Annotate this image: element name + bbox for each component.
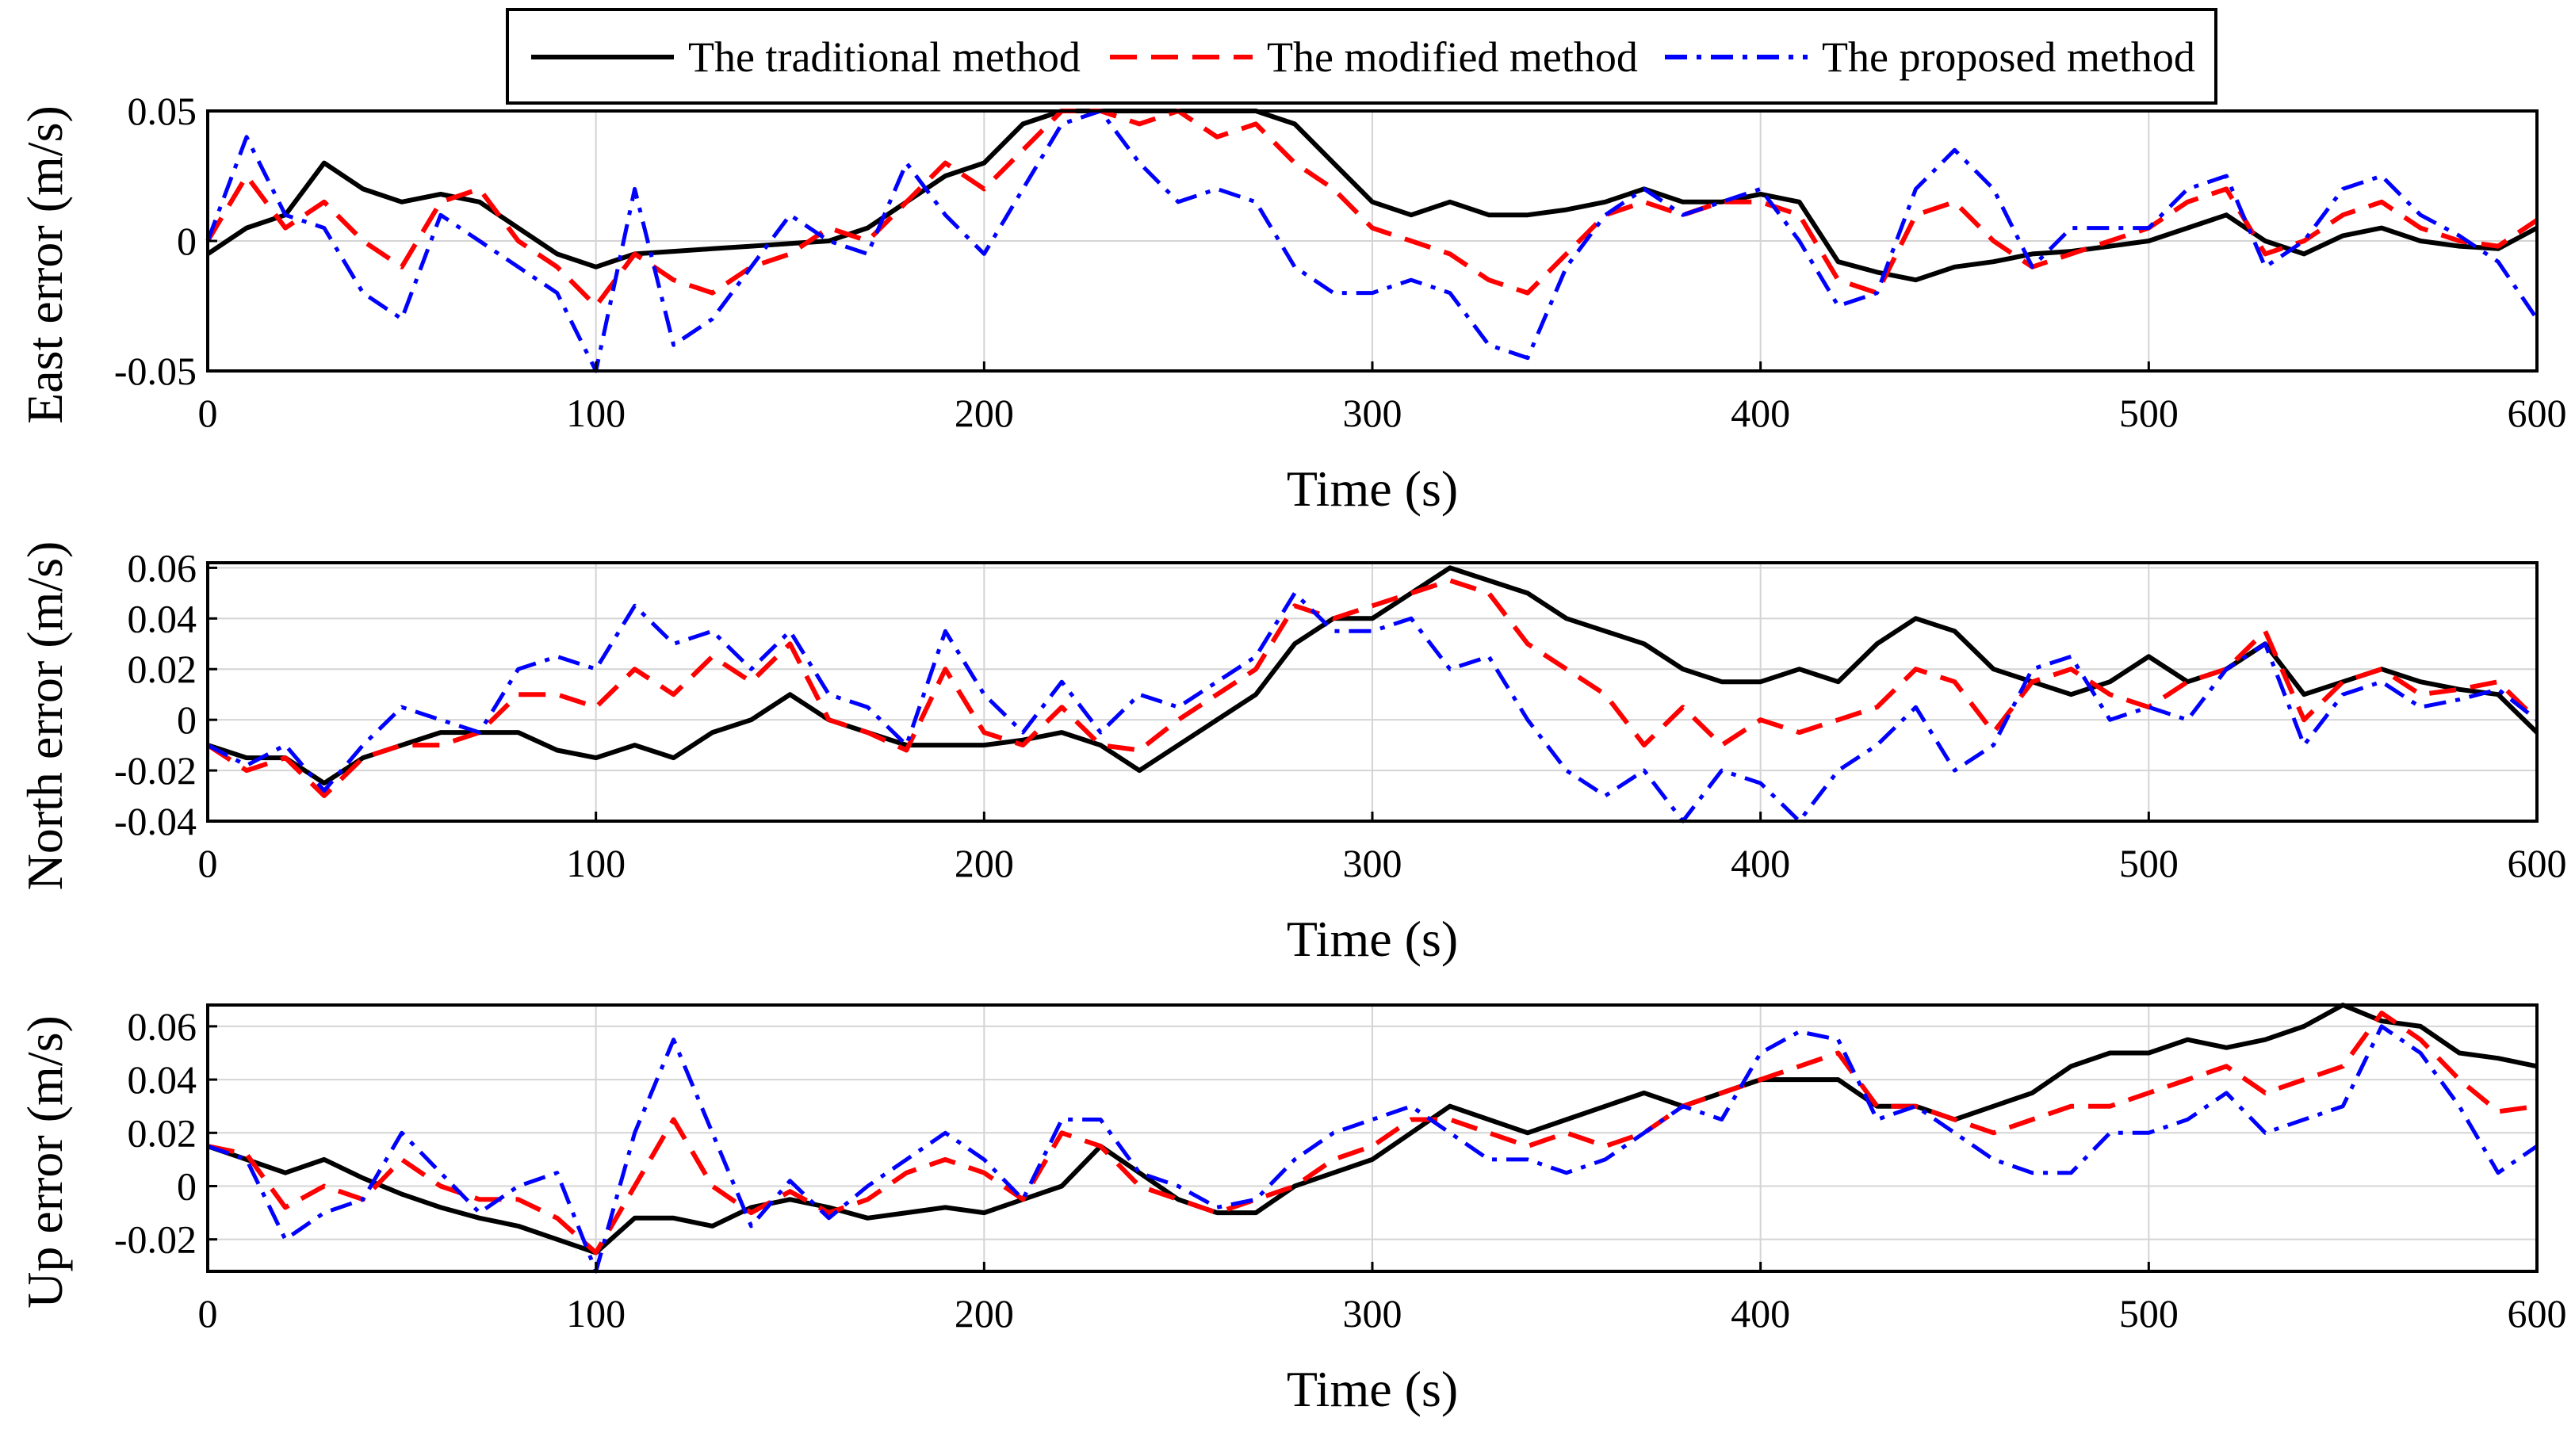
north-xtick-label: 600 [2508, 841, 2567, 885]
north-xtick-label: 400 [1731, 841, 1790, 885]
up-ytick-label: 0.02 [128, 1110, 197, 1155]
north-ytick-label: -0.04 [114, 799, 197, 843]
up-ytick-label: 0 [177, 1164, 197, 1208]
east-ylabel: East error (m/s) [17, 105, 73, 424]
north-ytick-label: 0 [177, 697, 197, 742]
east-xtick-label: 200 [955, 391, 1014, 435]
north-error-panel: 0 100 200 300 400 500 600 -0.04 -0.02 0 0.02 0.04 0.… [17, 541, 2567, 967]
north-xlabel: Time (s) [1287, 911, 1458, 967]
up-ytick-label: 0.06 [128, 1004, 197, 1049]
north-xtick-label: 200 [955, 841, 1014, 885]
up-series-modified [207, 1011, 2538, 1255]
east-ytick-label: 0.05 [128, 89, 197, 133]
north-grid [207, 563, 2538, 822]
north-xtick-label: 100 [566, 841, 626, 885]
east-xlabel: Time (s) [1287, 460, 1458, 517]
east-xtick-label: 400 [1731, 391, 1790, 435]
legend: The traditional method The modified meth… [506, 8, 2217, 105]
north-xtick-label: 300 [1343, 841, 1402, 885]
up-xtick-label: 600 [2508, 1291, 2567, 1336]
up-xtick-label: 300 [1343, 1291, 1402, 1336]
north-series-traditional [207, 565, 2539, 786]
east-series-traditional [206, 109, 2539, 283]
north-ytick-label: 0.06 [128, 545, 197, 590]
north-ytick-label: 0.02 [128, 647, 197, 691]
legend-label-traditional: The traditional method [688, 33, 1081, 81]
east-ytick-label: -0.05 [114, 349, 197, 393]
north-ticks: 0 100 200 300 400 500 600 -0.04 -0.02 0 0.02 0.04 0.… [114, 545, 2567, 885]
north-ylabel: North error (m/s) [17, 541, 73, 891]
legend-label-proposed: The proposed method [1822, 33, 2195, 81]
up-xtick-label: 0 [198, 1291, 218, 1336]
east-xtick-label: 600 [2508, 391, 2567, 435]
up-ylabel: Up error (m/s) [17, 1015, 73, 1309]
east-xtick-label: 300 [1343, 391, 1402, 435]
north-xtick-label: 0 [198, 841, 218, 885]
legend-label-modified: The modified method [1267, 33, 1638, 81]
up-ytick-label: -0.02 [114, 1217, 197, 1262]
east-xtick-label: 0 [198, 391, 218, 435]
north-series-modified [206, 578, 2539, 798]
north-ytick-label: 0.04 [128, 596, 197, 640]
up-xtick-label: 200 [955, 1291, 1014, 1336]
north-series [206, 565, 2539, 824]
north-ytick-label: -0.02 [114, 748, 197, 793]
north-xtick-label: 500 [2119, 841, 2179, 885]
up-xtick-label: 500 [2119, 1291, 2179, 1336]
up-xlabel: Time (s) [1287, 1361, 1458, 1417]
east-grid [207, 110, 2538, 372]
up-grid [207, 1005, 2538, 1271]
up-xtick-label: 100 [566, 1291, 626, 1336]
up-ytick-label: 0.04 [128, 1057, 197, 1102]
legend-box [506, 8, 2217, 105]
up-xtick-label: 400 [1731, 1291, 1790, 1336]
east-xtick-label: 100 [566, 391, 626, 435]
east-ytick-label: 0 [177, 219, 197, 263]
east-xtick-label: 500 [2119, 391, 2179, 435]
